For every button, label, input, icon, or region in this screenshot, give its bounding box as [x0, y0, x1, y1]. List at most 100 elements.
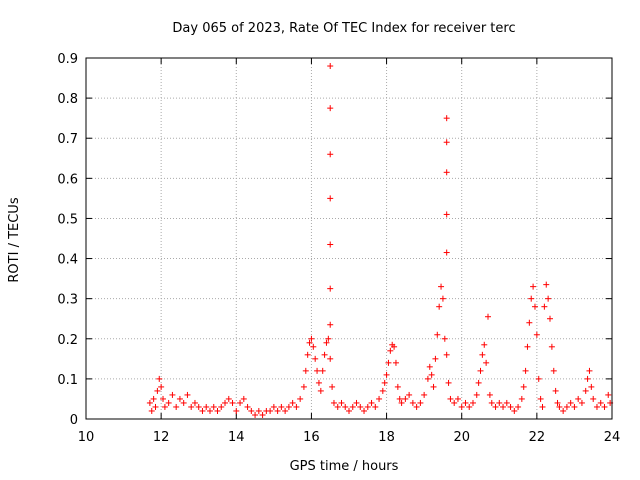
- data-point: [357, 403, 364, 410]
- data-point: [259, 411, 266, 418]
- data-point: [368, 399, 375, 406]
- data-point: [191, 399, 198, 406]
- data-point: [432, 355, 439, 362]
- data-point: [327, 241, 334, 248]
- data-point: [199, 407, 206, 414]
- data-point: [169, 391, 176, 398]
- data-point: [240, 395, 247, 402]
- data-point: [469, 399, 476, 406]
- data-point: [306, 339, 313, 346]
- data-point: [394, 383, 401, 390]
- data-point: [248, 407, 255, 414]
- data-point: [567, 399, 574, 406]
- data-point: [547, 315, 554, 322]
- data-point: [443, 169, 450, 176]
- x-tick-label: 14: [228, 430, 245, 445]
- data-point: [473, 391, 480, 398]
- data-point: [222, 399, 229, 406]
- data-point: [528, 295, 535, 302]
- data-point: [441, 335, 448, 342]
- data-point: [372, 403, 379, 410]
- data-point: [511, 407, 518, 414]
- data-point: [387, 347, 394, 354]
- data-point: [588, 383, 595, 390]
- data-point: [541, 303, 548, 310]
- data-point: [206, 407, 213, 414]
- data-point: [438, 283, 445, 290]
- data-point: [338, 399, 345, 406]
- data-point: [225, 395, 232, 402]
- data-point: [402, 395, 409, 402]
- data-point: [500, 403, 507, 410]
- data-point: [434, 331, 441, 338]
- data-point: [376, 395, 383, 402]
- data-point: [327, 321, 334, 328]
- x-axis-label: GPS time / hours: [290, 459, 399, 474]
- data-point: [590, 395, 597, 402]
- data-point: [515, 403, 522, 410]
- data-point: [543, 281, 550, 288]
- data-point: [430, 383, 437, 390]
- data-point: [330, 399, 337, 406]
- data-point: [458, 403, 465, 410]
- y-tick-label: 0.2: [57, 333, 78, 348]
- data-point: [342, 403, 349, 410]
- x-tick-label: 10: [78, 430, 95, 445]
- data-point: [184, 391, 191, 398]
- data-point: [214, 407, 221, 414]
- data-point: [146, 399, 153, 406]
- data-point: [477, 367, 484, 374]
- data-point: [486, 391, 493, 398]
- data-point: [483, 359, 490, 366]
- data-point: [443, 139, 450, 146]
- data-point: [314, 367, 321, 374]
- data-point: [327, 105, 334, 112]
- data-point: [361, 407, 368, 414]
- data-point: [518, 395, 525, 402]
- data-point: [270, 403, 277, 410]
- data-point: [327, 63, 334, 70]
- data-point: [327, 355, 334, 362]
- data-point: [578, 399, 585, 406]
- data-point: [327, 151, 334, 158]
- data-point: [537, 395, 544, 402]
- data-point: [229, 399, 236, 406]
- data-point: [417, 399, 424, 406]
- data-point: [383, 371, 390, 378]
- data-point: [173, 403, 180, 410]
- data-point: [310, 343, 317, 350]
- data-point: [180, 399, 187, 406]
- data-point: [385, 359, 392, 366]
- data-point: [364, 403, 371, 410]
- y-tick-label: 0.8: [57, 92, 78, 107]
- data-point: [563, 403, 570, 410]
- data-point: [156, 375, 163, 382]
- data-point: [158, 383, 165, 390]
- data-point: [165, 399, 172, 406]
- y-tick-label: 0.9: [57, 52, 78, 67]
- data-point: [466, 403, 473, 410]
- data-point: [252, 411, 259, 418]
- data-point: [319, 367, 326, 374]
- data-point: [161, 403, 168, 410]
- data-point: [524, 343, 531, 350]
- y-tick-labels: 0 0.1 0.2 0.3 0.4 0.5 0.6 0.7 0.8 0.9: [57, 52, 78, 428]
- data-point: [571, 403, 578, 410]
- data-point: [304, 351, 311, 358]
- data-point: [176, 395, 183, 402]
- y-tick-label: 0: [70, 413, 78, 428]
- data-point: [409, 399, 416, 406]
- data-point: [554, 399, 561, 406]
- data-point: [539, 403, 546, 410]
- data-point: [278, 403, 285, 410]
- data-point: [556, 403, 563, 410]
- plot-frame: [85, 57, 613, 420]
- data-point: [233, 407, 240, 414]
- x-tick-label: 16: [303, 430, 320, 445]
- data-point: [443, 115, 450, 122]
- data-point: [428, 371, 435, 378]
- data-point: [531, 303, 538, 310]
- data-point: [533, 331, 540, 338]
- data-point: [302, 367, 309, 374]
- y-tick-label: 0.1: [57, 373, 78, 388]
